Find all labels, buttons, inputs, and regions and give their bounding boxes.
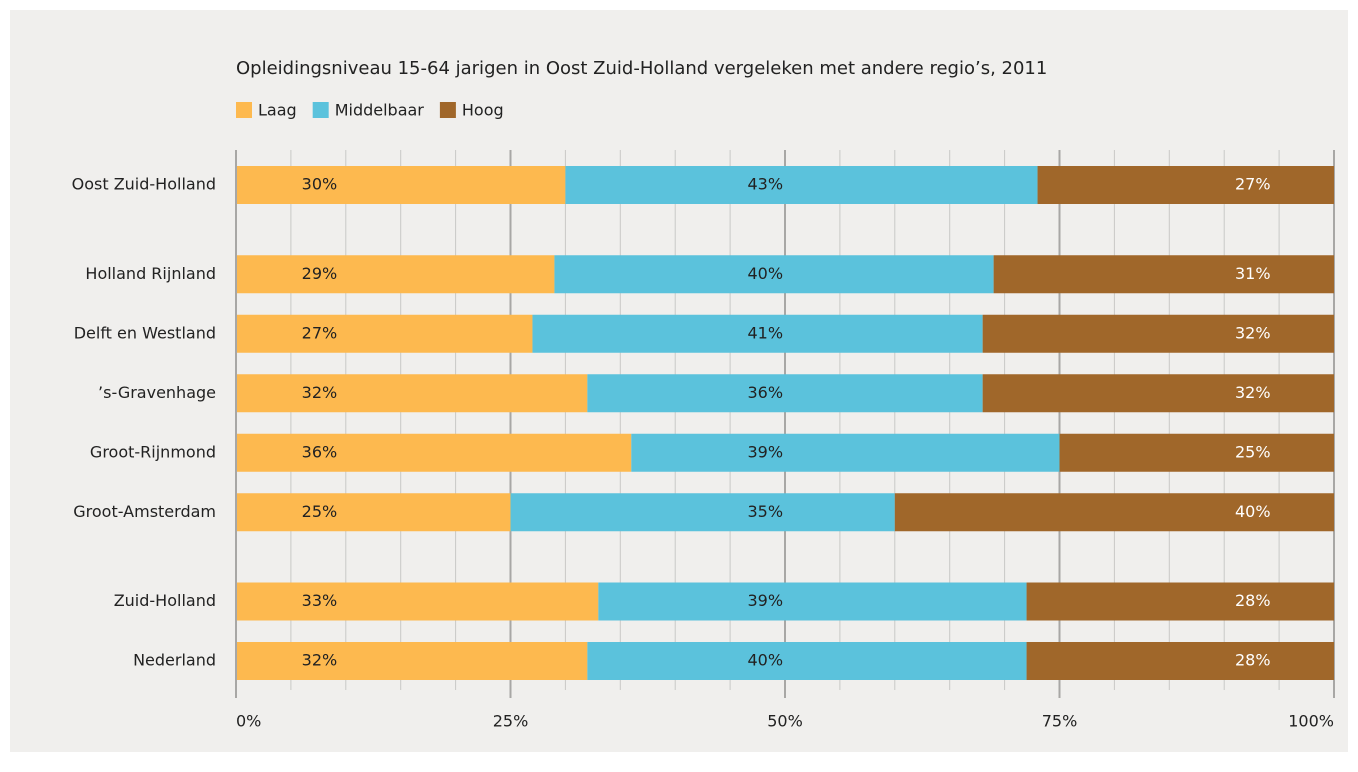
bar-segment [236, 374, 588, 413]
data-label: 39% [747, 591, 783, 610]
bar-segment [236, 582, 599, 621]
data-label: 30% [302, 175, 338, 194]
bar-segment [982, 314, 1334, 353]
bar-segment [565, 166, 1038, 204]
y-tick-label: Groot-Rijnmond [90, 442, 216, 461]
data-label: 39% [747, 442, 783, 461]
data-label: 32% [302, 383, 338, 402]
legend-label: Laag [258, 101, 297, 120]
bar-segment [236, 166, 566, 204]
bar-segment [1026, 582, 1334, 621]
data-label: 40% [747, 651, 783, 670]
y-tick-label: ’s-Gravenhage [98, 383, 216, 402]
data-label: 27% [1235, 175, 1271, 194]
data-label: 28% [1235, 591, 1271, 610]
legend-swatch [236, 102, 252, 118]
bar-segment [236, 314, 533, 353]
y-tick-label: Nederland [133, 651, 216, 670]
y-tick-label: Holland Rijnland [85, 264, 216, 283]
x-tick-label: 50% [767, 712, 803, 731]
bar-segment [236, 255, 555, 294]
bar-segment [587, 374, 983, 413]
bar-segment [1037, 166, 1334, 204]
data-label: 36% [302, 442, 338, 461]
bar-segment [1026, 642, 1334, 680]
y-tick-label: Groot-Amsterdam [73, 502, 216, 521]
bar-segment [236, 493, 511, 532]
data-label: 40% [747, 264, 783, 283]
bar-segment [598, 582, 1027, 621]
x-tick-label: 25% [493, 712, 529, 731]
x-tick-label: 100% [1288, 712, 1334, 731]
x-tick-label: 0% [236, 712, 261, 731]
data-label: 32% [1235, 383, 1271, 402]
bar-segment [236, 433, 632, 472]
bar-segment [993, 255, 1334, 294]
legend-swatch [439, 102, 456, 118]
y-tick-label: Zuid-Holland [114, 591, 216, 610]
bar-segment [532, 314, 983, 353]
bar-segment [554, 255, 994, 294]
legend-label: Hoog [462, 101, 504, 120]
data-label: 28% [1235, 651, 1271, 670]
data-label: 32% [302, 651, 338, 670]
data-label: 43% [747, 175, 783, 194]
chart-title: Opleidingsniveau 15-64 jarigen in Oost Z… [236, 58, 1047, 79]
legend-label: Middelbaar [335, 101, 425, 120]
data-label: 36% [747, 383, 783, 402]
data-label: 33% [302, 591, 338, 610]
data-label: 32% [1235, 323, 1271, 342]
bar-segment [236, 642, 588, 680]
data-label: 40% [1235, 502, 1271, 521]
bar-segment [587, 642, 1027, 680]
bar-segment [894, 493, 1334, 532]
data-label: 35% [747, 502, 783, 521]
x-tick-label: 75% [1042, 712, 1078, 731]
bar-segment [510, 493, 895, 532]
y-tick-label: Delft en Westland [74, 323, 216, 342]
bar-segment [1059, 433, 1334, 472]
data-label: 25% [1235, 442, 1271, 461]
data-label: 27% [302, 323, 338, 342]
bar-segment [631, 433, 1060, 472]
legend-swatch [312, 102, 329, 118]
data-label: 31% [1235, 264, 1271, 283]
y-tick-label: Oost Zuid-Holland [72, 175, 216, 194]
bar-segment [982, 374, 1334, 413]
data-label: 25% [302, 502, 338, 521]
data-label: 41% [747, 323, 783, 342]
data-label: 29% [302, 264, 338, 283]
